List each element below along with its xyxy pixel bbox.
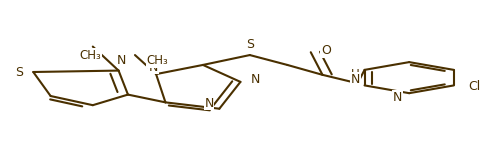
Text: CH₃: CH₃ [147,54,168,67]
Text: CH₃: CH₃ [80,49,101,61]
Text: N: N [204,97,214,110]
Text: H: H [351,68,360,81]
Text: N: N [251,73,260,86]
Text: N: N [149,61,159,74]
Text: S: S [15,66,23,78]
Text: N: N [350,73,360,86]
Text: N: N [393,91,402,104]
Text: S: S [246,38,254,51]
Text: Cl: Cl [468,80,480,93]
Text: O: O [321,44,331,57]
Text: N: N [117,54,127,67]
